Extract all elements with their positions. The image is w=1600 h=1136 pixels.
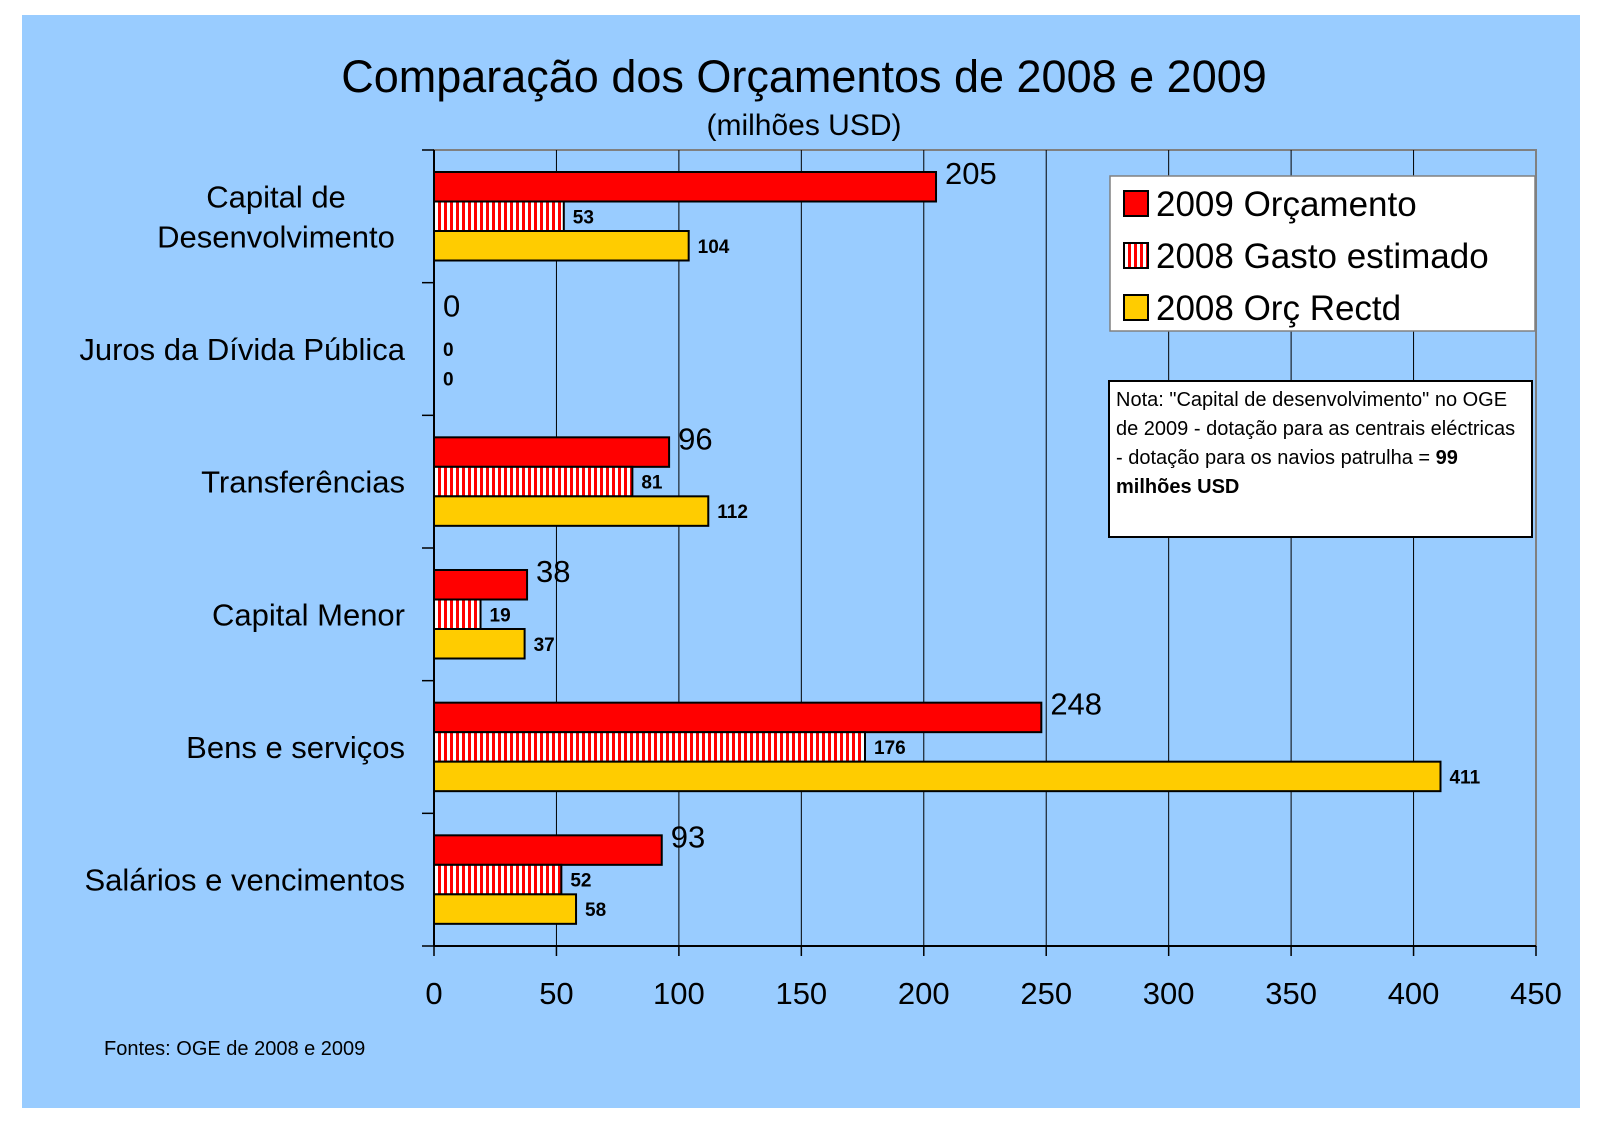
x-tick-label: 450	[1510, 976, 1562, 1011]
data-label: 96	[678, 421, 712, 456]
x-tick-label: 0	[425, 976, 442, 1011]
bar	[433, 465, 634, 498]
note-box: Nota: "Capital de desenvolvimento" no OG…	[1108, 380, 1533, 538]
legend-swatch	[1123, 242, 1149, 269]
bar	[433, 598, 482, 630]
x-tick-label: 400	[1388, 976, 1440, 1011]
x-tick-label: 250	[1020, 976, 1072, 1011]
bar	[433, 701, 1043, 734]
bar	[433, 863, 563, 896]
bar	[433, 834, 663, 866]
data-label: 205	[945, 156, 997, 191]
category-label: Salários e vencimentos	[85, 863, 406, 898]
data-label: 0	[443, 340, 454, 361]
data-label: 53	[573, 207, 594, 228]
note-bold: 99 milhões USD	[1116, 447, 1458, 498]
x-tick-label: 100	[653, 976, 705, 1011]
category-label: Capital de Desenvolvimento	[157, 179, 395, 254]
data-label: 0	[443, 369, 454, 390]
category-label: Transferências	[201, 465, 405, 500]
chart-subtitle: (milhões USD)	[706, 109, 901, 142]
legend-swatch	[1123, 190, 1149, 217]
data-label: 248	[1050, 687, 1102, 722]
legend-entry: 2009 Orçamento	[1156, 185, 1417, 224]
bar	[433, 569, 529, 601]
chart-title: Comparação dos Orçamentos de 2008 e 2009	[341, 51, 1267, 102]
bar	[433, 230, 690, 262]
category-label: Bens e serviços	[186, 730, 405, 765]
bar	[433, 893, 578, 925]
bar	[433, 436, 671, 468]
data-label: 411	[1449, 767, 1480, 788]
data-label: 38	[536, 554, 570, 589]
x-tick-label: 50	[539, 976, 573, 1011]
category-label: Capital Menor	[212, 597, 405, 632]
bar	[433, 495, 710, 527]
source-note: Fontes: OGE de 2008 e 2009	[104, 1038, 365, 1060]
data-label: 176	[874, 738, 906, 759]
x-tick-label: 200	[898, 976, 950, 1011]
data-label: 112	[717, 502, 748, 523]
bar	[433, 760, 1442, 793]
data-label: 37	[534, 635, 555, 656]
data-label: 52	[570, 871, 591, 892]
legend-swatch	[1123, 294, 1149, 321]
legend-entry: 2008 Orç Rectd	[1156, 289, 1401, 328]
x-tick-label: 350	[1265, 976, 1317, 1011]
x-tick-label: 150	[775, 976, 827, 1011]
data-label: 81	[641, 473, 663, 494]
bar	[433, 200, 565, 232]
bar	[433, 628, 526, 660]
bar	[433, 171, 938, 203]
data-label: 93	[671, 819, 705, 854]
data-label: 58	[585, 900, 606, 921]
legend: 2009 Orçamento 2008 Gasto estimado 2008 Or…	[1109, 175, 1536, 332]
note-text: Nota: "Capital de desenvolvimento" no OG…	[1116, 389, 1516, 469]
bar	[433, 731, 867, 763]
legend-entry: 2008 Gasto estimado	[1156, 237, 1489, 276]
x-tick-label: 300	[1143, 976, 1195, 1011]
category-label: Juros da Dívida Pública	[79, 332, 405, 367]
data-label: 104	[698, 237, 730, 258]
data-label: 0	[443, 289, 460, 324]
legend-box	[1109, 175, 1536, 332]
data-label: 19	[490, 605, 511, 626]
